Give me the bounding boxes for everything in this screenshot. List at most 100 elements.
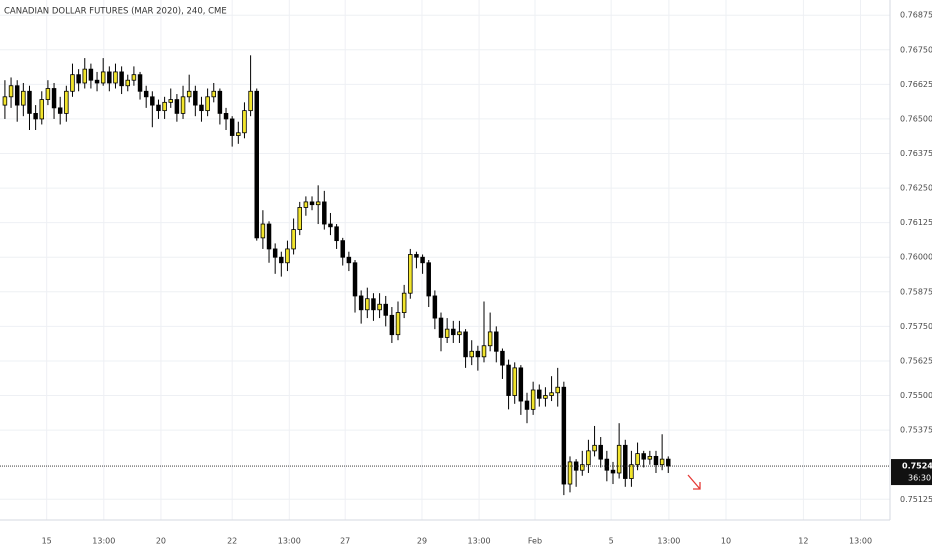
candle-body bbox=[223, 113, 229, 120]
candle-body bbox=[420, 256, 425, 264]
candle-body bbox=[193, 90, 198, 106]
candle-body bbox=[236, 132, 241, 136]
candle-body bbox=[168, 99, 173, 103]
x-tick-label: 22 bbox=[227, 537, 237, 546]
candle-body bbox=[647, 455, 653, 460]
candle-body bbox=[451, 328, 456, 336]
candle-body bbox=[586, 450, 591, 466]
candle-body bbox=[604, 458, 610, 471]
candle-body bbox=[549, 392, 554, 396]
candles bbox=[2, 55, 671, 496]
candle-body bbox=[272, 248, 278, 258]
candle-body bbox=[475, 350, 481, 358]
candle-body bbox=[57, 107, 63, 114]
candle-body bbox=[500, 350, 505, 366]
candle-body bbox=[580, 464, 585, 471]
candle-body bbox=[2, 96, 8, 106]
candle-body bbox=[383, 303, 388, 316]
y-tick-label: 0.76875 bbox=[900, 11, 932, 20]
x-tick-label: 10 bbox=[721, 537, 731, 546]
y-tick-label: 0.75750 bbox=[900, 322, 932, 331]
y-tick-label: 0.75500 bbox=[900, 391, 932, 400]
candle-body bbox=[377, 303, 382, 311]
y-tick-label: 0.76750 bbox=[900, 45, 932, 54]
candle-body bbox=[395, 312, 401, 336]
candle-body bbox=[365, 298, 370, 311]
x-tick-label: 5 bbox=[609, 537, 614, 546]
candle-body bbox=[315, 201, 321, 206]
candle-body bbox=[254, 90, 259, 239]
candle-body bbox=[297, 207, 302, 230]
candle-body bbox=[463, 331, 468, 358]
candle-body bbox=[328, 223, 333, 228]
candle-body bbox=[217, 90, 223, 114]
y-tick-label: 0.76375 bbox=[900, 149, 932, 158]
candle-body bbox=[444, 328, 450, 338]
candle-body bbox=[389, 314, 395, 336]
candle-body bbox=[518, 367, 524, 402]
candle-body bbox=[469, 350, 474, 358]
candle-body bbox=[229, 118, 235, 136]
candle-body bbox=[119, 71, 124, 87]
candle-body bbox=[635, 453, 640, 466]
candle-body bbox=[266, 223, 272, 250]
candle-body bbox=[322, 201, 327, 225]
chart-title: CANADIAN DOLLAR FUTURES (MAR 2020), 240,… bbox=[4, 7, 227, 17]
candle-body bbox=[64, 90, 69, 114]
candle-body bbox=[426, 262, 431, 297]
candle-body bbox=[561, 386, 567, 485]
candle-body bbox=[567, 461, 573, 485]
candle-body bbox=[629, 464, 634, 479]
x-tick-label: 13:00 bbox=[849, 537, 872, 546]
x-tick-label: 13:00 bbox=[468, 537, 491, 546]
x-tick-label: 13:00 bbox=[278, 537, 301, 546]
x-tick-label: 27 bbox=[340, 537, 350, 546]
candle-body bbox=[248, 90, 253, 112]
candle-body bbox=[45, 88, 51, 100]
arrow-annotation bbox=[687, 474, 701, 490]
candle-body bbox=[211, 90, 216, 98]
candle-body bbox=[494, 331, 499, 352]
candle-body bbox=[279, 256, 284, 264]
candle-body bbox=[100, 71, 106, 84]
candle-body bbox=[8, 85, 14, 98]
candle-body bbox=[659, 458, 665, 466]
candle-body bbox=[543, 395, 548, 399]
candle-body bbox=[162, 101, 167, 112]
candle-body bbox=[487, 331, 493, 347]
candle-body bbox=[438, 317, 444, 338]
candle-body bbox=[592, 444, 597, 452]
candle-body bbox=[137, 74, 143, 92]
x-tick-label: 15 bbox=[42, 537, 52, 546]
candle-body bbox=[242, 110, 247, 134]
candle-body bbox=[82, 68, 88, 84]
candle-body bbox=[131, 74, 137, 81]
candle-body bbox=[371, 298, 376, 311]
candle-body bbox=[107, 71, 112, 84]
x-tick-label: Feb bbox=[528, 537, 542, 546]
candle-body bbox=[481, 345, 487, 358]
candle-body bbox=[537, 389, 542, 399]
candle-body bbox=[346, 256, 352, 264]
x-tick-label: 13:00 bbox=[657, 537, 680, 546]
candle-body bbox=[70, 74, 75, 92]
candle-body bbox=[530, 389, 536, 410]
candle-body bbox=[598, 444, 603, 460]
candle-body bbox=[524, 400, 530, 410]
y-tick-label: 0.76000 bbox=[900, 253, 932, 262]
countdown-label: 36:30 bbox=[908, 474, 931, 483]
candle-body bbox=[174, 99, 180, 114]
candle-body bbox=[186, 90, 192, 98]
candle-body bbox=[506, 364, 511, 396]
candle-body bbox=[653, 455, 659, 466]
candle-body bbox=[27, 90, 32, 114]
candle-body bbox=[150, 96, 155, 106]
candle-body bbox=[125, 79, 130, 87]
candle-body bbox=[14, 85, 20, 106]
candle-body bbox=[285, 248, 290, 264]
candle-body bbox=[623, 444, 628, 479]
candle-body bbox=[88, 68, 94, 81]
y-tick-label: 0.75375 bbox=[900, 426, 932, 435]
